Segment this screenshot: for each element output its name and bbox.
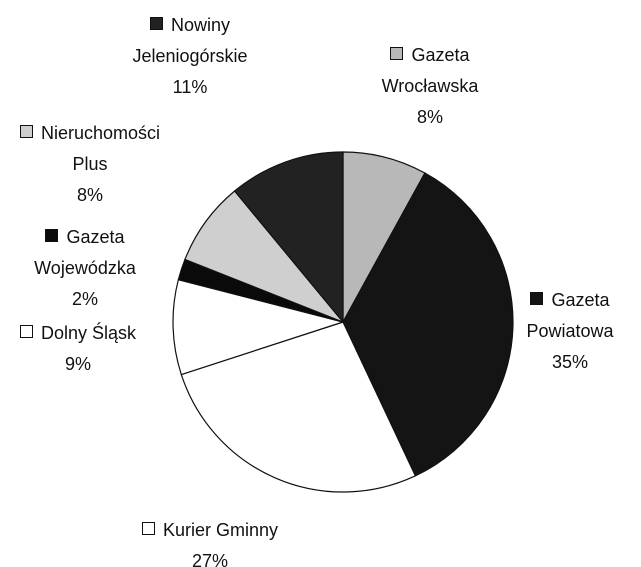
slice-label: Kurier Gminny 27% bbox=[110, 515, 310, 567]
slice-name: Nieruchomości Plus bbox=[40, 123, 161, 174]
slice-name: Gazeta Wojewódzka bbox=[34, 227, 136, 278]
slice-value: 27% bbox=[191, 551, 229, 567]
slice-label: Dolny Śląsk 9% bbox=[0, 318, 163, 380]
slice-value: 2% bbox=[71, 289, 98, 309]
slice-label: Gazeta Wojewódzka 2% bbox=[15, 222, 155, 315]
legend-swatch bbox=[141, 522, 155, 535]
legend-swatch bbox=[19, 325, 33, 338]
pie-slice bbox=[180, 321, 417, 493]
slice-value: 8% bbox=[416, 107, 443, 127]
pie-slice bbox=[233, 151, 344, 324]
slice-name: Nowiny Jeleniogórskie bbox=[132, 15, 248, 66]
slice-value: 8% bbox=[76, 185, 103, 205]
pie-slice bbox=[342, 172, 514, 477]
legend-swatch bbox=[390, 47, 404, 60]
legend-swatch bbox=[149, 17, 163, 30]
slice-label: Gazeta Wrocławska 8% bbox=[365, 40, 495, 133]
slice-name: Gazeta Wrocławska bbox=[381, 45, 479, 96]
slice-label: Nowiny Jeleniogórskie 11% bbox=[110, 10, 270, 103]
slice-value: 35% bbox=[551, 352, 589, 372]
slice-name: Gazeta Powiatowa bbox=[526, 290, 614, 341]
slice-value: 9% bbox=[64, 354, 91, 374]
legend-swatch bbox=[530, 292, 544, 305]
slice-name: Kurier Gminny bbox=[162, 520, 279, 540]
slice-label: Gazeta Powiatowa 35% bbox=[510, 285, 630, 378]
slice-name: Dolny Śląsk bbox=[40, 323, 137, 343]
legend-swatch bbox=[19, 125, 33, 138]
slice-label: Nieruchomości Plus 8% bbox=[5, 118, 175, 211]
legend-swatch bbox=[45, 229, 59, 242]
pie-slice bbox=[172, 278, 346, 376]
slice-value: 11% bbox=[172, 77, 208, 97]
